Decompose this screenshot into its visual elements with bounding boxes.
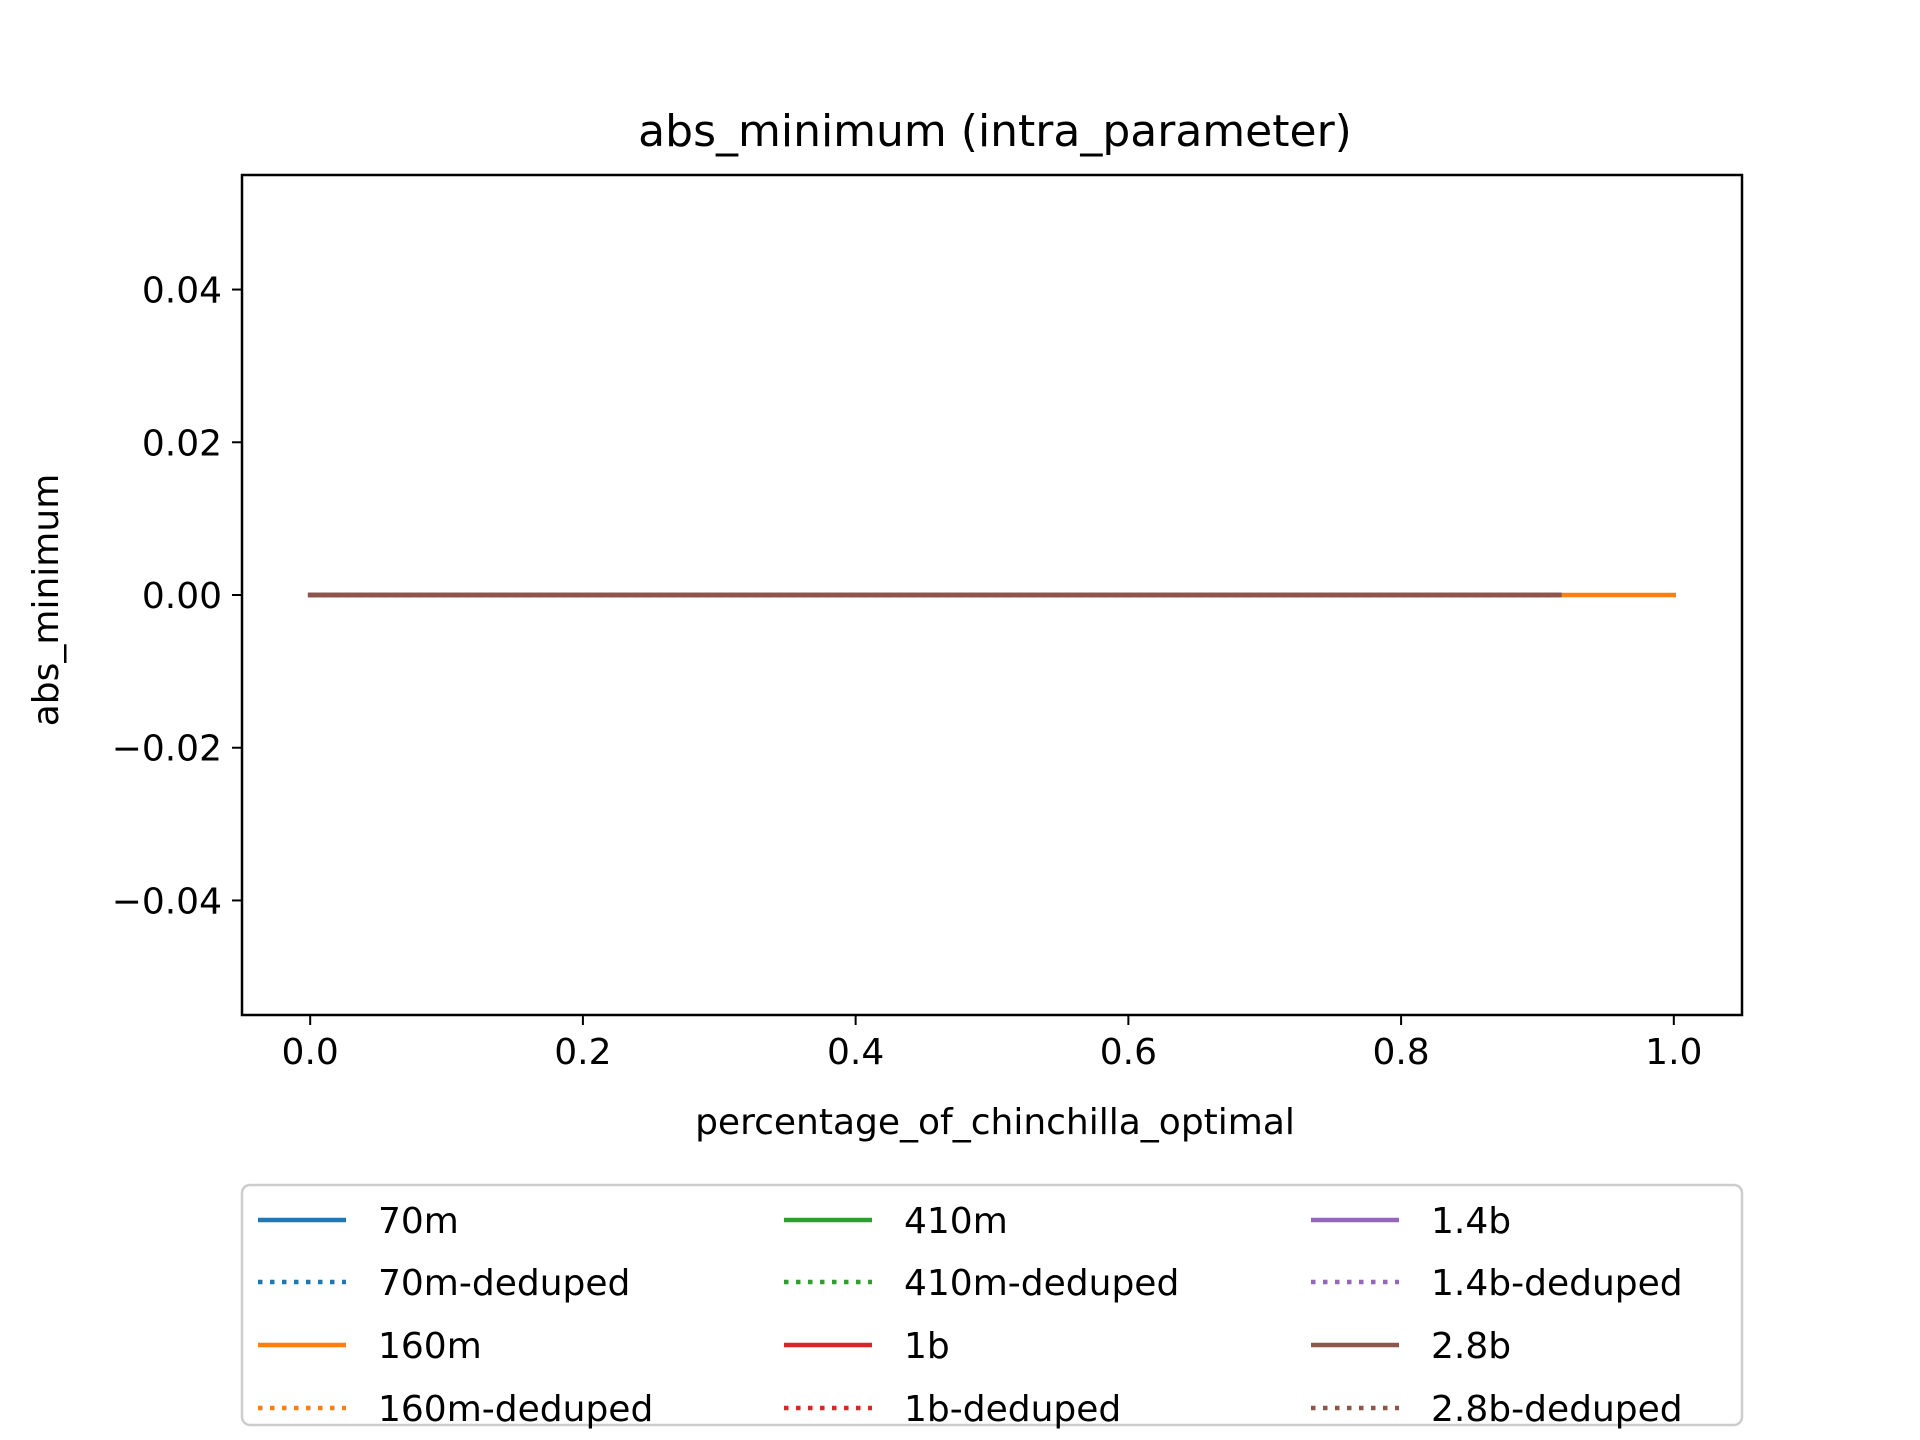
legend-label-1.4b-deduped: 1.4b-deduped bbox=[1431, 1263, 1683, 1304]
y-tick-label: −0.04 bbox=[112, 881, 222, 922]
chart-title: abs_minimum (intra_parameter) bbox=[638, 106, 1352, 157]
legend-label-1b-deduped: 1b-deduped bbox=[904, 1389, 1121, 1430]
x-tick-label: 0.0 bbox=[282, 1032, 339, 1073]
legend: 70m 70m-deduped 160m 160m-deduped 410m 410m-d… bbox=[240, 1183, 1744, 1430]
legend-label-160m: 160m bbox=[378, 1326, 482, 1367]
x-tick-label: 0.8 bbox=[1372, 1032, 1429, 1073]
legend-label-1b: 1b bbox=[904, 1326, 950, 1367]
legend-label-410m: 410m bbox=[904, 1201, 1008, 1242]
legend-label-1.4b: 1.4b bbox=[1431, 1201, 1511, 1242]
legend-label-70m-deduped: 70m-deduped bbox=[378, 1263, 630, 1304]
x-tick-label: 1.0 bbox=[1645, 1032, 1702, 1073]
x-axis-label: percentage_of_chinchilla_optimal bbox=[695, 1102, 1295, 1143]
x-tick-label: 0.6 bbox=[1100, 1032, 1157, 1073]
legend-label-70m: 70m bbox=[378, 1201, 459, 1242]
legend-label-410m-deduped: 410m-deduped bbox=[904, 1263, 1179, 1304]
y-tick-label: 0.02 bbox=[142, 423, 222, 464]
y-tick-label: 0.00 bbox=[142, 576, 222, 617]
legend-label-2.8b: 2.8b bbox=[1431, 1326, 1511, 1367]
legend-label-160m-deduped: 160m-deduped bbox=[378, 1389, 653, 1430]
plot-area: 0.0 0.2 0.4 0.6 0.8 1.0 0.04 0.02 0.00 −0.02 −0.04 bbox=[112, 173, 1744, 1073]
legend-frame bbox=[240, 1183, 1744, 1427]
y-tick-label: −0.02 bbox=[112, 729, 222, 770]
y-axis-label: abs_minimum bbox=[26, 474, 67, 727]
x-tick-label: 0.4 bbox=[827, 1032, 884, 1073]
x-tick-label: 0.2 bbox=[554, 1032, 611, 1073]
legend-label-2.8b-deduped: 2.8b-deduped bbox=[1431, 1389, 1683, 1430]
y-tick-label: 0.04 bbox=[142, 271, 222, 312]
